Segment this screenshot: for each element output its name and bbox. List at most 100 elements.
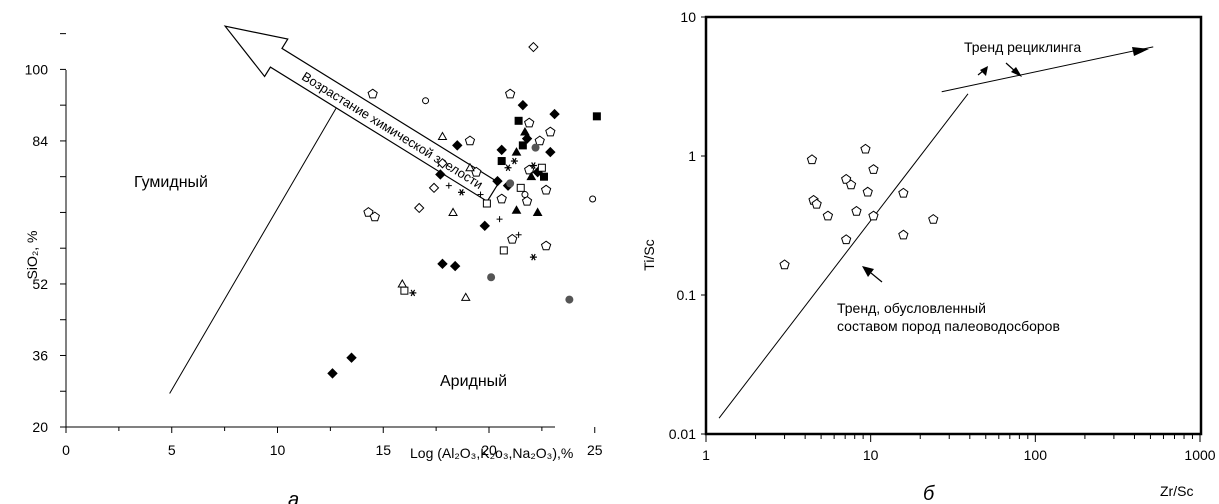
data-point-open-pentagon: [367, 88, 378, 99]
data-point-filled-diamond: [492, 175, 503, 187]
recycling-trend-label: Тренд рециклинга: [964, 39, 1081, 55]
data-point-open-pentagon: [868, 164, 879, 174]
maturity-arrow-label: Возрастание химической зрелости: [299, 69, 486, 192]
data-point-open-diamond: [428, 182, 440, 194]
data-point-open-pentagon: [507, 233, 518, 244]
data-point-filled-diamond: [435, 169, 446, 180]
data-point-open-triangle: [460, 292, 471, 301]
panel-a-x-axis-label: Log (Al₂O₃,K₂o₃,Na₂O₃),%: [410, 445, 573, 461]
data-point-open-pentagon: [369, 211, 380, 222]
data-point-open-triangle: [397, 278, 408, 288]
data-point-filled-triangle: [526, 171, 537, 181]
data-point-open-square: [499, 246, 508, 255]
panel-b-tick-labels: 1 10 100 1000 0.01 0.1 1 10: [669, 9, 1216, 463]
data-point-filled-triangle: [532, 207, 543, 216]
data-point-filled-diamond: [449, 260, 461, 272]
panel-a-y-tick-label: 20: [32, 419, 48, 435]
source-trend-pointer: [870, 272, 883, 283]
data-point-open-triangle: [448, 207, 458, 216]
panel-a-y-axis-label: SiO₂, %: [24, 231, 40, 280]
data-point-open-pentagon: [521, 195, 533, 206]
data-point-open-triangle: [465, 162, 475, 172]
panel-a-y-tick-label: 100: [25, 61, 49, 77]
data-point-asterisk: [409, 289, 417, 297]
panel-a-x-tick-label: 25: [587, 442, 603, 458]
recycling-pointer-2-head: [980, 66, 988, 76]
panel-b-x-axis-label: Zr/Sc: [1160, 483, 1193, 499]
data-point-open-square: [482, 199, 491, 208]
data-point-plus: [515, 231, 522, 238]
data-point-asterisk: [529, 253, 537, 261]
data-point-open-triangle: [437, 131, 448, 140]
data-point-open-pentagon: [841, 234, 852, 245]
data-point-filled-diamond: [437, 258, 448, 270]
field-label-arid: Аридный: [440, 373, 507, 390]
panel-a-tick-labels: 0 5 10 15 20 25 20 36 52 84 100: [25, 61, 603, 458]
panel-a-points: [327, 41, 601, 379]
data-point-filled-diamond: [549, 108, 560, 120]
data-point-open-pentagon: [540, 240, 552, 251]
maturity-arrow-outline: [223, 25, 500, 203]
data-point-asterisk: [529, 162, 537, 169]
panel-b-y-tick-label: 0.01: [669, 426, 696, 442]
data-point-filled-square: [514, 116, 523, 125]
data-point-open-pentagon: [505, 88, 516, 99]
data-point-filled-circle: [531, 143, 540, 152]
data-point-open-pentagon: [806, 154, 818, 165]
data-point-open-pentagon: [868, 210, 879, 221]
data-point-open-pentagon: [363, 206, 374, 217]
data-point-filled-square: [497, 157, 506, 166]
panel-a-x-tick-label: 10: [270, 442, 286, 458]
panel-b-letter: б: [923, 483, 935, 504]
source-trend-pointer-head: [862, 266, 874, 277]
panel-b-points: [779, 143, 939, 270]
data-point-filled-diamond: [517, 99, 529, 111]
panel-a-ticks: [60, 33, 596, 433]
data-point-filled-diamond: [452, 140, 463, 151]
data-point-open-diamond: [528, 41, 539, 53]
data-point-open-pentagon: [862, 186, 873, 197]
panel-a-x-tick-label: 0: [62, 442, 70, 458]
data-point-filled-triangle: [511, 147, 522, 156]
panel-b-x-tick-label: 1000: [1184, 447, 1215, 463]
data-point-filled-triangle: [520, 126, 530, 136]
data-point-open-circle: [521, 191, 529, 199]
data-point-open-square: [537, 163, 546, 172]
panel-b-y-tick-label: 0.1: [677, 287, 697, 303]
data-point-filled-square: [592, 112, 601, 121]
recycling-pointer-head: [1011, 67, 1022, 77]
data-point-open-diamond: [437, 158, 448, 169]
source-trend-label-line2: составом пород палеоводосборов: [837, 318, 1060, 334]
source-trend-line: [718, 93, 969, 419]
data-point-filled-square: [539, 172, 548, 181]
data-point-filled-diamond: [479, 220, 490, 232]
data-point-open-pentagon: [851, 205, 862, 216]
data-point-open-circle: [422, 97, 430, 105]
panel-b-ticks: [701, 16, 1201, 442]
panel-a-x-tick-label: 15: [375, 442, 391, 458]
data-point-asterisk: [504, 164, 512, 172]
panel-a-y-tick-label: 36: [32, 347, 48, 363]
panel-b-x-tick-label: 1: [702, 447, 710, 463]
field-label-humid: Гумидный: [134, 174, 208, 191]
data-point-open-pentagon: [540, 184, 552, 195]
data-point-open-pentagon: [545, 126, 556, 137]
data-point-filled-triangle: [511, 205, 522, 214]
panel-b-frame: [704, 15, 1203, 436]
data-point-open-circle: [589, 195, 597, 203]
panel-a-y-tick-label: 84: [32, 133, 48, 149]
data-point-open-pentagon: [860, 143, 871, 154]
panel-b-x-tick-label: 10: [863, 447, 879, 463]
panel-b-x-tick-label: 100: [1024, 447, 1048, 463]
data-point-filled-diamond: [346, 352, 357, 363]
data-point-open-square: [400, 286, 409, 295]
panel-a: 0 5 10 15 20 25 20 36 52 84 100 SiO₂, % Log (Al₂O₃…: [24, 25, 603, 504]
data-point-plus: [477, 191, 484, 198]
data-point-open-diamond: [413, 202, 425, 214]
data-point-open-pentagon: [845, 179, 857, 190]
data-point-open-pentagon: [779, 259, 790, 270]
data-point-filled-circle: [565, 295, 574, 304]
data-point-filled-circle: [487, 273, 496, 282]
data-point-open-pentagon: [928, 213, 939, 224]
